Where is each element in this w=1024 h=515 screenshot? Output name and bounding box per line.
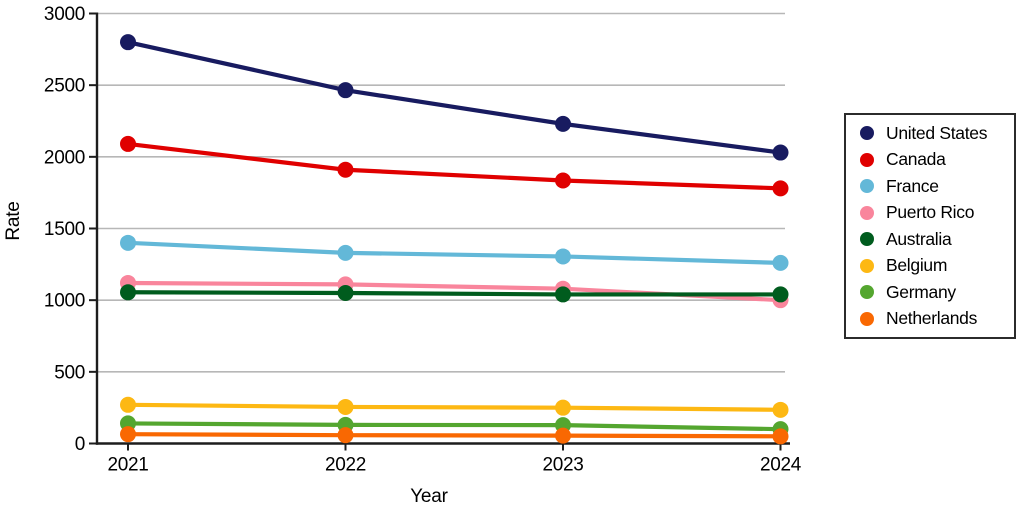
- data-point-australia-2021: [120, 284, 136, 301]
- x-tick-label-2024: 2024: [760, 455, 802, 476]
- x-axis-title: Year: [410, 486, 448, 507]
- series-line-netherlands: [125, 432, 783, 439]
- y-axis-title: Rate: [3, 201, 24, 241]
- y-tick-label-1500: 1500: [44, 219, 85, 240]
- data-point-france-2022: [337, 244, 354, 261]
- legend-swatch-france: [860, 179, 874, 194]
- data-point-belgium-2024: [772, 401, 789, 418]
- data-point-belgium-2023: [555, 399, 571, 416]
- x-tick-label-2021: 2021: [107, 455, 148, 476]
- data-point-netherlands-2022: [337, 427, 354, 444]
- legend-label: United States: [886, 122, 988, 143]
- legend-swatch-netherlands: [860, 311, 874, 326]
- legend-label: Belgium: [886, 255, 948, 276]
- x-tick-label-2023: 2023: [542, 455, 583, 476]
- legend-item-australia: Australia: [860, 226, 1014, 253]
- legend-item-france: France: [860, 173, 1014, 200]
- y-tick-label-1000: 1000: [44, 291, 85, 312]
- legend-item-netherlands: Netherlands: [860, 306, 1014, 333]
- data-point-australia-2023: [555, 286, 571, 303]
- legend-label: Australia: [886, 228, 952, 249]
- legend-label: Germany: [886, 281, 956, 302]
- data-point-netherlands-2021: [120, 426, 136, 443]
- y-tick-label-0: 0: [75, 434, 85, 455]
- data-point-australia-2022: [337, 285, 354, 301]
- data-point-france-2021: [120, 234, 136, 251]
- legend-swatch-germany: [860, 285, 874, 300]
- data-point-united-states-2022: [337, 82, 354, 99]
- legend-swatch-canada: [860, 152, 874, 167]
- data-point-netherlands-2024: [772, 428, 789, 445]
- legend-item-puerto-rico: Puerto Rico: [860, 200, 1014, 227]
- series-line-canada: [125, 141, 783, 191]
- data-point-france-2024: [772, 254, 789, 271]
- data-point-canada-2024: [772, 180, 789, 197]
- y-tick-label-3000: 3000: [44, 4, 85, 25]
- data-point-united-states-2024: [772, 144, 789, 161]
- legend-label: Canada: [886, 149, 946, 170]
- series-line-germany: [125, 421, 783, 432]
- legend-label: France: [886, 175, 939, 196]
- legend-label: Puerto Rico: [886, 202, 975, 223]
- data-point-france-2023: [555, 248, 571, 265]
- y-tick-label-2500: 2500: [44, 76, 85, 97]
- data-point-netherlands-2023: [555, 427, 571, 444]
- data-point-belgium-2021: [120, 396, 136, 413]
- legend-swatch-united-states: [860, 126, 874, 141]
- x-tick-label-2022: 2022: [325, 455, 366, 476]
- series-line-belgium: [125, 402, 783, 412]
- y-tick-label-2000: 2000: [44, 147, 85, 168]
- data-point-canada-2021: [120, 135, 136, 152]
- legend-swatch-puerto-rico: [860, 205, 874, 220]
- legend-item-canada: Canada: [860, 147, 1014, 174]
- legend-item-belgium: Belgium: [860, 253, 1014, 280]
- series-line-france: [125, 240, 783, 265]
- legend-item-germany: Germany: [860, 279, 1014, 306]
- legend-item-united-states: United States: [860, 120, 1014, 147]
- data-point-united-states-2021: [120, 34, 136, 51]
- data-point-united-states-2023: [555, 115, 571, 132]
- series-line-australia: [125, 290, 783, 297]
- y-tick-label-500: 500: [54, 362, 85, 383]
- data-point-belgium-2022: [337, 398, 354, 415]
- legend-swatch-belgium: [860, 258, 874, 273]
- data-point-australia-2024: [772, 286, 789, 303]
- series-line-united-states: [125, 40, 783, 155]
- legend-label: Netherlands: [886, 308, 978, 329]
- data-point-canada-2022: [337, 161, 354, 178]
- data-point-canada-2023: [555, 172, 571, 189]
- legend-swatch-australia: [860, 232, 874, 247]
- legend: United States Canada France Puerto Rico Aust…: [844, 113, 1016, 339]
